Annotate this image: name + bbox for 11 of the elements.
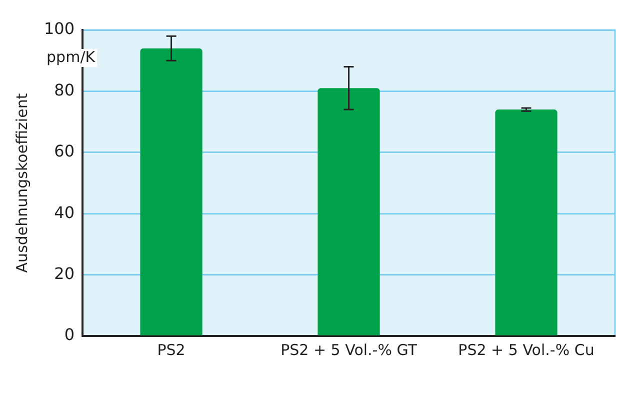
y-tick-label: 20	[54, 264, 75, 283]
x-tick-label: PS2	[157, 340, 186, 359]
annotation: ppm/K	[46, 48, 96, 66]
y-tick-label: 100	[44, 19, 75, 38]
y-axis-title: Ausdehnungskoeffizient	[12, 93, 31, 273]
x-tick-label: PS2 + 5 Vol.-% Cu	[458, 340, 594, 359]
x-tick-label: PS2 + 5 Vol.-% GT	[280, 340, 418, 359]
y-tick-label: 60	[54, 142, 75, 161]
y-tick-label: 40	[54, 202, 75, 222]
y-tick-label: 80	[54, 80, 75, 100]
y-tick-label: 0	[64, 325, 75, 344]
